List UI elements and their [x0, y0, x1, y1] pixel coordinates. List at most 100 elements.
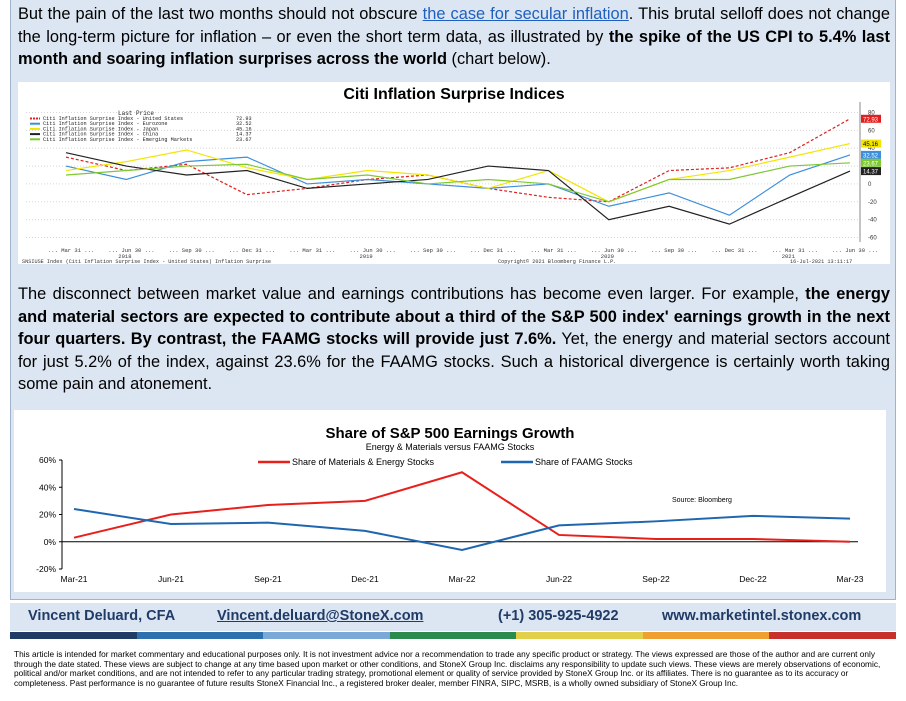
chart1-last-value-label: 45.16 — [863, 142, 879, 148]
stripe-segment — [10, 632, 137, 639]
chart2-x-tick: Mar-22 — [449, 574, 476, 584]
chart2-x-tick: Sep-21 — [254, 574, 282, 584]
stripe-segment — [263, 632, 390, 639]
chart2-x-tick: Dec-22 — [739, 574, 767, 584]
para2-bold: the energy and material sectors are expe… — [18, 285, 890, 348]
chart2-y-tick: -20% — [36, 564, 56, 574]
chart1-last-value-badge — [861, 167, 881, 176]
chart1-last-value-label: 72.93 — [863, 117, 879, 123]
chart1-last-value-badge — [861, 158, 881, 167]
chart2-source: Source: Bloomberg — [672, 497, 732, 504]
citi-inflation-chart: Citi Inflation Surprise Indices 80 60 40 20… — [18, 82, 890, 264]
chart1-legend-value: 45.16 — [236, 126, 252, 132]
chart1-year-label: 2020 — [601, 253, 614, 260]
chart1-timestamp: 16-Jul-2021 13:11:17 — [790, 259, 852, 264]
chart2-x-tick: Mar-23 — [837, 574, 864, 584]
author-name: Vincent Deluard, CFA — [28, 608, 176, 624]
author-footer: Vincent Deluard, CFA Vincent.deluard@Sto… — [10, 603, 896, 631]
chart1-legend-value: 23.67 — [236, 137, 252, 143]
brand-color-stripe — [10, 632, 897, 639]
para1-text-3: (chart below). — [446, 50, 551, 68]
stripe-segment — [769, 632, 897, 639]
chart1-legend-label: Citi Inflation Surprise Index - United S… — [43, 116, 183, 122]
author-phone: (+1) 305-925-4922 — [498, 608, 619, 624]
chart1-y-tick: 80 — [868, 110, 875, 116]
chart1-year-label: 2018 — [118, 253, 131, 260]
chart1-x-tick: ... Jun 30 ... — [108, 247, 154, 254]
chart2-series-line — [73, 508, 851, 551]
chart1-y-tick: -60 — [868, 236, 877, 242]
chart1-x-tick: ... Sep 30 ... — [410, 247, 456, 254]
website-link[interactable]: www.marketintel.stonex.com — [662, 608, 862, 624]
chart1-y-tick: -40 — [868, 218, 877, 224]
chart1-legend-label: Citi Inflation Surprise Index - Japan — [43, 126, 158, 132]
chart1-y-tick: 0 — [868, 182, 872, 188]
chart2-x-tick: Mar-21 — [61, 574, 88, 584]
chart2-x-tick: Jun-21 — [158, 574, 184, 584]
author-email-link[interactable]: Vincent.deluard@StoneX.com — [217, 608, 424, 624]
stripe-segment — [642, 632, 770, 639]
chart2-x-tick: Jun-22 — [546, 574, 572, 584]
chart1-x-tick: ... Mar 31 ... — [530, 247, 576, 254]
chart1-legend-label: Citi Inflation Surprise Index - Emerging… — [43, 137, 192, 143]
chart1-year-label: 2021 — [782, 253, 796, 260]
chart1-source-right: Copyright© 2021 Bloomberg Finance L.P. — [498, 258, 616, 264]
chart1-last-value-badge — [861, 139, 881, 148]
stripe-segment — [389, 632, 517, 639]
chart1-x-tick: ... Sep 30 ... — [651, 247, 697, 254]
chart2-y-tick: 60% — [39, 455, 56, 465]
chart1-x-tick: ... Jun 30 ... — [591, 247, 637, 254]
chart1-x-tick: ... Jun 30 ... — [832, 247, 878, 254]
chart1-legend-label: Citi Inflation Surprise Index - Eurozone — [43, 121, 168, 127]
chart1-legend-value: 32.52 — [236, 121, 252, 127]
earnings-growth-chart: Share of S&P 500 Earnings Growth Energy &… — [14, 410, 886, 592]
chart2-y-tick: 0% — [44, 537, 57, 547]
chart1-series-line — [65, 154, 851, 216]
legal-disclaimer: This article is intended for market comm… — [14, 649, 881, 688]
chart1-x-tick: ... Dec 31 ... — [470, 247, 516, 254]
chart2-subtitle: Energy & Materials versus FAAMG Stocks — [366, 442, 535, 452]
para1-text-1: But the pain of the last two months shou… — [18, 5, 423, 23]
chart1-x-tick: ... Mar 31 ... — [289, 247, 335, 254]
para1-bold: the spike of the US CPI to 5.4% last mon… — [18, 27, 891, 69]
chart1-series-line — [65, 162, 851, 203]
chart1-series-line — [65, 152, 851, 225]
chart1-y-tick: -20 — [868, 200, 877, 206]
chart1-legend-value: 14.37 — [236, 132, 252, 138]
para1-text-2: . This brutal selloff does not change th… — [18, 5, 890, 46]
chart2-x-tick: Sep-22 — [642, 574, 670, 584]
chart2-x-tick: Dec-21 — [351, 574, 379, 584]
stripe-segment — [136, 632, 264, 639]
chart1-legend-label: Citi Inflation Surprise Index - China — [43, 132, 158, 138]
chart1-last-value-badge — [861, 150, 881, 159]
chart2-title: Share of S&P 500 Earnings Growth — [326, 425, 575, 442]
chart2-legend-label: Share of Materials & Energy Stocks — [292, 457, 435, 467]
chart2-series-line — [73, 471, 851, 543]
chart1-last-value-label: 23.67 — [863, 161, 879, 167]
chart1-last-value-badge — [861, 114, 881, 123]
chart1-x-tick: ... Dec 31 ... — [229, 247, 275, 254]
para2-text-1: The disconnect between market value and … — [18, 285, 806, 303]
intro-paragraph: But the pain of the last two months shou… — [18, 3, 890, 71]
chart1-y-tick: 60 — [868, 128, 875, 134]
secular-inflation-link[interactable]: the case for secular inflation — [422, 5, 629, 23]
chart1-series-line — [65, 118, 851, 203]
chart1-year-label: 2019 — [360, 253, 373, 260]
chart1-plot: 806040200-20-40-6072.9332.5245.1614.3723… — [22, 102, 881, 264]
chart1-x-tick: ... Mar 31 ... — [772, 247, 818, 254]
chart1-x-tick: ... Jun 30 ... — [350, 247, 396, 254]
chart1-source-left: SNSIUSE Index (Citi Inflation Surprise I… — [22, 259, 271, 264]
chart1-legend-value: 72.93 — [236, 116, 252, 122]
chart1-x-tick: ... Sep 30 ... — [169, 247, 215, 254]
stripe-segment — [516, 632, 643, 639]
chart1-x-tick: ... Dec 31 ... — [711, 247, 757, 254]
chart1-x-tick: ... Mar 31 ... — [48, 247, 94, 254]
chart2-legend-label: Share of FAAMG Stocks — [535, 457, 633, 467]
chart1-title: Citi Inflation Surprise Indices — [343, 86, 565, 103]
chart1-y-tick: 40 — [868, 146, 875, 152]
chart1-legend-header: Last Price — [118, 110, 154, 117]
earnings-paragraph: The disconnect between market value and … — [18, 283, 890, 396]
chart1-y-tick: 20 — [868, 164, 875, 170]
chart1-last-value-label: 32.52 — [863, 153, 879, 159]
